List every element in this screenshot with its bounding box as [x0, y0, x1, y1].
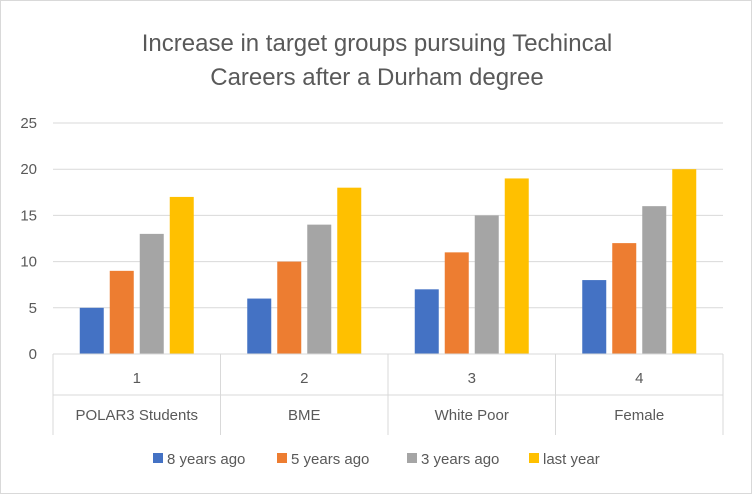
bar [169, 196, 194, 354]
chart-title-line-1: Increase in target groups pursuing Techi… [142, 30, 613, 57]
x-tick-label: 4 [635, 370, 643, 387]
bar [109, 270, 134, 354]
bar [247, 298, 272, 354]
x-tick-label: 3 [468, 370, 476, 387]
legend-label: 8 years ago [167, 451, 245, 468]
bar [307, 224, 332, 354]
y-tick-label: 5 [29, 300, 37, 317]
x-category-label: Female [614, 407, 664, 424]
legend-label: last year [543, 451, 600, 468]
bar [474, 215, 499, 354]
chart-title-line-2: Careers after a Durham degree [210, 64, 544, 91]
legend-swatch [153, 453, 163, 463]
bar [139, 233, 164, 354]
y-tick-label: 15 [20, 207, 37, 224]
bar [504, 178, 529, 354]
legend-label: 3 years ago [421, 451, 499, 468]
y-tick-label: 25 [20, 115, 37, 132]
bar [642, 206, 667, 354]
x-category-label: BME [288, 407, 321, 424]
chart-title: Increase in target groups pursuing Techi… [142, 30, 613, 91]
bar [672, 169, 697, 354]
x-tick-label: 1 [133, 370, 141, 387]
legend-swatch [277, 453, 287, 463]
y-tick-label: 0 [29, 346, 37, 363]
y-tick-label: 10 [20, 254, 37, 271]
bars [79, 169, 697, 354]
y-tick-label: 20 [20, 161, 37, 178]
x-tick-label: 2 [300, 370, 308, 387]
legend-swatch [529, 453, 539, 463]
legend-swatch [407, 453, 417, 463]
bar [612, 243, 637, 354]
x-axis: 1 POLAR3 Students 2 BME 3 White Poor 4 Female [52, 353, 724, 435]
legend: 8 years ago 5 years ago 3 years ago last ye… [153, 451, 600, 468]
x-category-label: POLAR3 Students [75, 407, 198, 424]
y-axis-ticks: 0 5 10 15 20 25 [20, 115, 37, 363]
legend-label: 5 years ago [291, 451, 369, 468]
bar [414, 289, 439, 354]
bar [337, 187, 362, 354]
bar [582, 280, 607, 354]
bar [444, 252, 469, 354]
x-category-label: White Poor [435, 407, 509, 424]
bar [79, 307, 104, 354]
bar [277, 261, 302, 354]
